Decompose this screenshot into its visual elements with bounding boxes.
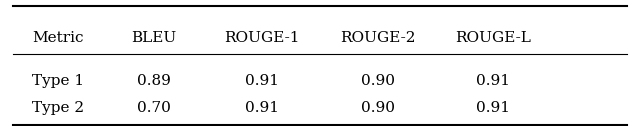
Text: 0.91: 0.91 xyxy=(476,101,510,115)
Text: Type 2: Type 2 xyxy=(32,101,84,115)
Text: 0.90: 0.90 xyxy=(360,101,395,115)
Text: BLEU: BLEU xyxy=(131,31,176,45)
Text: Metric: Metric xyxy=(32,31,83,45)
Text: ROUGE-2: ROUGE-2 xyxy=(340,31,415,45)
Text: ROUGE-L: ROUGE-L xyxy=(455,31,531,45)
Text: Type 1: Type 1 xyxy=(32,74,84,88)
Text: 0.90: 0.90 xyxy=(360,74,395,88)
Text: 0.70: 0.70 xyxy=(137,101,170,115)
Text: 0.91: 0.91 xyxy=(245,74,280,88)
Text: 0.89: 0.89 xyxy=(137,74,170,88)
Text: 0.91: 0.91 xyxy=(476,74,510,88)
Text: ROUGE-1: ROUGE-1 xyxy=(225,31,300,45)
Text: 0.91: 0.91 xyxy=(245,101,280,115)
